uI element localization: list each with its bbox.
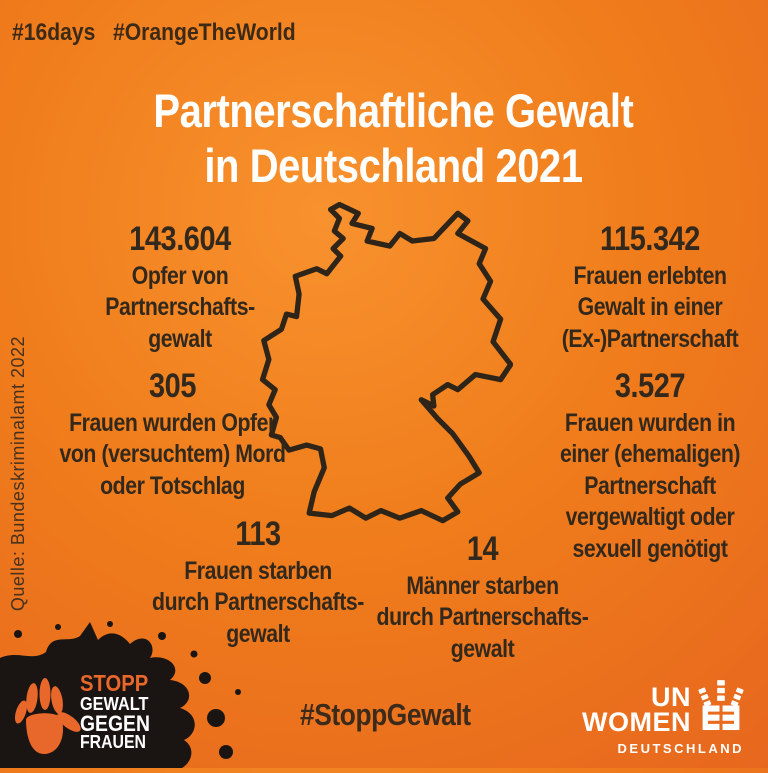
- stat-women-died: 113 Frauen starben durch Partnerschafts-…: [152, 515, 364, 648]
- page-title: Partnerschaftliche Gewalt in Deutschland…: [0, 84, 768, 194]
- stat-men-died: 14 Männer starben durch Partnerschafts- …: [355, 528, 610, 665]
- stopp-gewalt-gegen-frauen-label: STOPP GEWALT GEGEN FRAUEN: [80, 670, 150, 753]
- stoppgewalt-hashtag: #StoppGewalt: [300, 697, 471, 732]
- hashtag-orangetheworld: #OrangeTheWorld: [113, 19, 297, 46]
- stat-women-experienced-violence: 115.342 Frauen erlebten Gewalt in einer …: [525, 218, 768, 355]
- un-label: UN: [651, 682, 691, 713]
- campaign-hashtags: #16days #OrangeTheWorld: [12, 16, 321, 51]
- stat-value: 113: [235, 515, 281, 553]
- stat-value: 3.527: [614, 367, 686, 405]
- hashtag-16days: #16days: [12, 19, 96, 46]
- stopp-gewalt-logo: STOPP GEWALT GEGEN FRAUEN: [0, 620, 252, 768]
- stat-value: 305: [149, 367, 196, 405]
- ink-splatter-icon: [0, 621, 241, 768]
- title-line-2: in Deutschland 2021: [203, 138, 583, 192]
- stat-value: 143.604: [129, 220, 231, 258]
- stat-value: 14: [466, 530, 499, 568]
- germany-map-outline-icon: [259, 202, 513, 524]
- un-women-logo: UN WOMEN DEUTSCHLAND: [582, 679, 744, 756]
- un-women-emblem-icon: [698, 680, 744, 730]
- handprint-icon: [14, 678, 81, 754]
- women-label: WOMEN: [582, 707, 691, 738]
- stat-victims-total: 143.604 Opfer von Partnerschafts- gewalt: [55, 218, 305, 355]
- stat-women-murder-victims: 305 Frauen wurden Opfer von (versuchtem)…: [30, 365, 315, 502]
- stat-women-raped: 3.527 Frauen wurden in einer (ehemaligen…: [525, 365, 768, 565]
- deutschland-label: DEUTSCHLAND: [617, 741, 744, 756]
- source-credit: Quelle: Bundeskriminalamt 2022: [8, 336, 28, 612]
- stat-value: 115.342: [600, 220, 700, 258]
- title-line-1: Partnerschaftliche Gewalt: [152, 84, 634, 137]
